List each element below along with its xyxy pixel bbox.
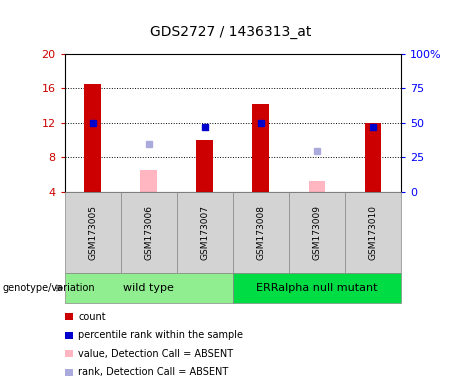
Text: genotype/variation: genotype/variation — [2, 283, 95, 293]
Text: GSM173006: GSM173006 — [144, 205, 153, 260]
Bar — [233, 192, 289, 273]
Bar — [177, 192, 233, 273]
Bar — [308, 181, 325, 192]
Bar — [345, 192, 401, 273]
Bar — [289, 192, 345, 273]
Bar — [65, 273, 233, 303]
Bar — [253, 104, 269, 192]
Text: ERRalpha null mutant: ERRalpha null mutant — [256, 283, 378, 293]
Bar — [365, 123, 381, 192]
Bar — [65, 192, 121, 273]
Text: value, Detection Call = ABSENT: value, Detection Call = ABSENT — [78, 349, 233, 359]
Text: GSM173010: GSM173010 — [368, 205, 378, 260]
Bar — [121, 192, 177, 273]
Text: GSM173009: GSM173009 — [313, 205, 321, 260]
Text: percentile rank within the sample: percentile rank within the sample — [78, 330, 243, 340]
Bar — [140, 170, 157, 192]
Bar — [84, 84, 101, 192]
Text: GDS2727 / 1436313_at: GDS2727 / 1436313_at — [150, 25, 311, 39]
Bar — [196, 140, 213, 192]
Text: rank, Detection Call = ABSENT: rank, Detection Call = ABSENT — [78, 367, 229, 377]
Text: GSM173005: GSM173005 — [88, 205, 97, 260]
Text: GSM173008: GSM173008 — [256, 205, 266, 260]
Text: count: count — [78, 312, 106, 322]
Text: GSM173007: GSM173007 — [200, 205, 209, 260]
Text: wild type: wild type — [123, 283, 174, 293]
Bar — [233, 273, 401, 303]
